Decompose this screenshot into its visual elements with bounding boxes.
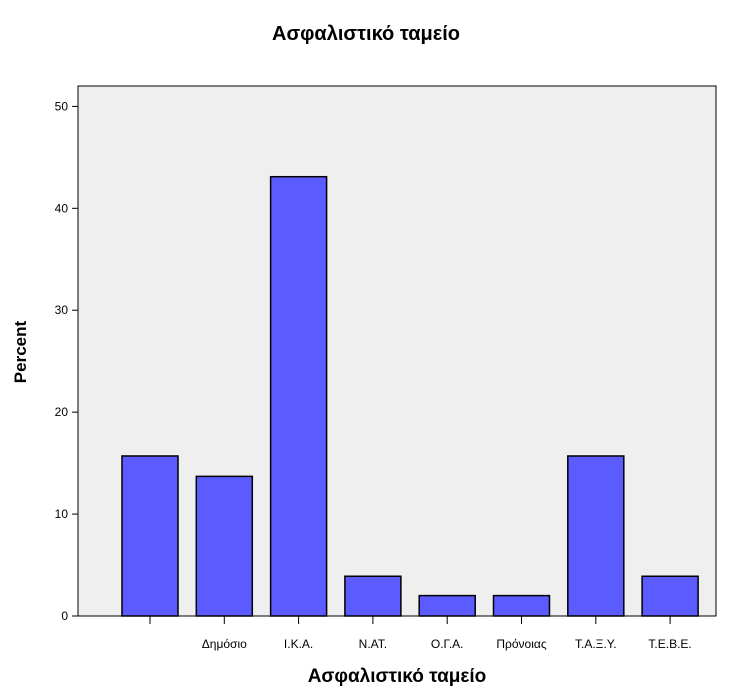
y-tick-label: 30 bbox=[55, 303, 69, 317]
bar bbox=[195, 475, 254, 617]
x-axis: Δημόσιο Ι.Κ.Α. Ν.ΑΤ. Ο.Γ.Α. Πρόνοιας Τ.Α.Ξ.Υ.… bbox=[149, 616, 692, 651]
chart-title: Ασφαλιστικό ταμείο bbox=[272, 23, 460, 45]
x-tick-label: Τ.Ε.Β.Ε. bbox=[648, 637, 691, 651]
bars-group bbox=[121, 175, 699, 617]
y-tick-label: 40 bbox=[55, 201, 69, 215]
y-axis: 0 10 20 30 40 50 bbox=[55, 99, 78, 623]
bar bbox=[344, 575, 402, 617]
bar bbox=[269, 175, 328, 617]
bar bbox=[492, 594, 551, 617]
y-tick-label: 10 bbox=[55, 507, 69, 521]
x-tick-label: Δημόσιο bbox=[202, 637, 247, 651]
y-tick-label: 0 bbox=[61, 609, 68, 623]
bar bbox=[418, 594, 476, 617]
bar bbox=[121, 455, 179, 617]
bar bbox=[567, 455, 625, 617]
bar bbox=[641, 575, 699, 617]
x-axis-label: Ασφαλιστικό ταμείο bbox=[308, 666, 487, 687]
y-tick-label: 50 bbox=[55, 99, 69, 113]
x-tick-label: Ο.Γ.Α. bbox=[431, 637, 464, 651]
y-tick-label: 20 bbox=[55, 405, 69, 419]
x-tick-label: Ν.ΑΤ. bbox=[359, 637, 387, 651]
x-tick-label: Ι.Κ.Α. bbox=[284, 637, 313, 651]
y-axis-label: Percent bbox=[11, 320, 30, 383]
x-tick-label: Πρόνοιας bbox=[496, 637, 546, 651]
x-tick-label: Τ.Α.Ξ.Υ. bbox=[575, 637, 617, 651]
